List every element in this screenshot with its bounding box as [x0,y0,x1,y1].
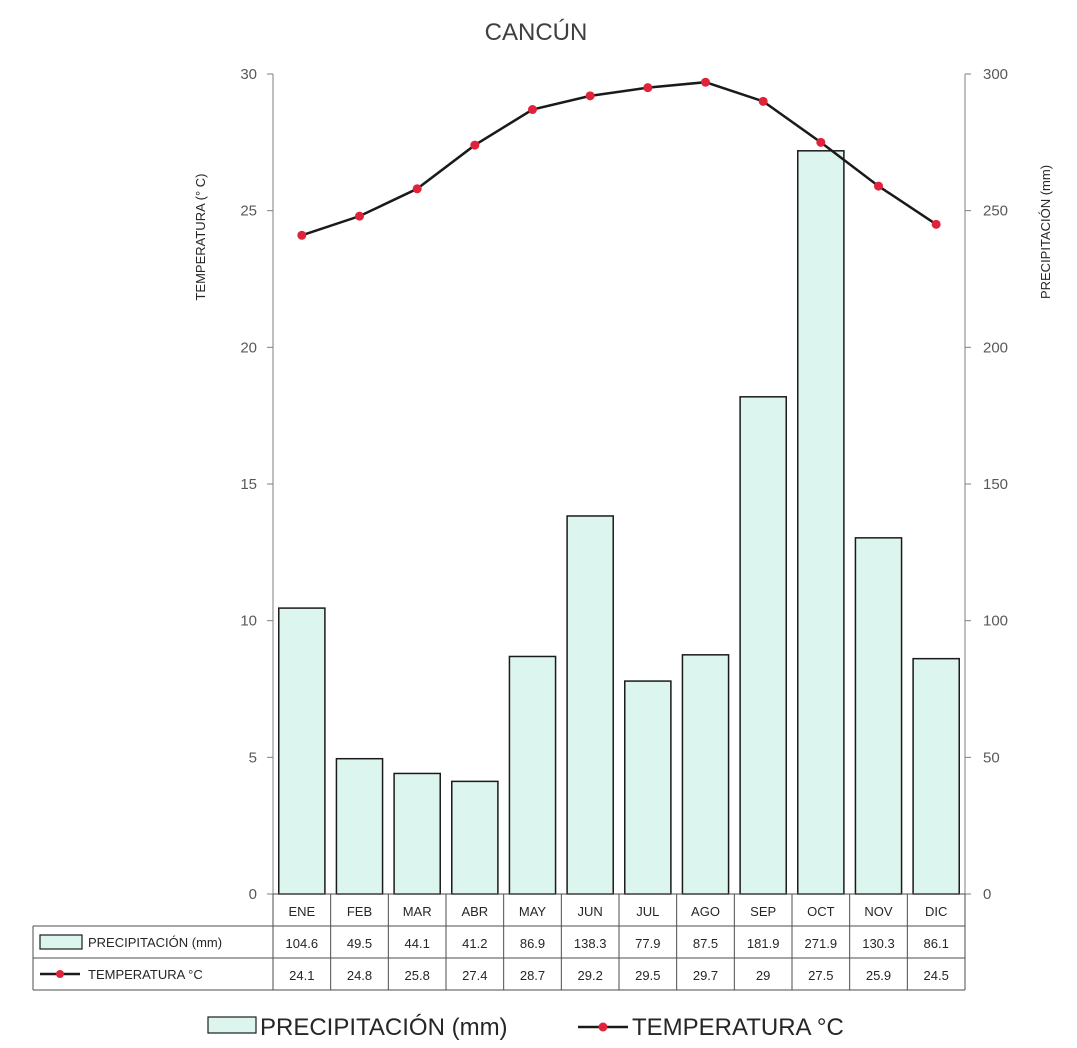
temp-point-dic [931,219,941,229]
left-tick-label: 5 [249,749,257,766]
bar-nov [854,537,903,895]
temp-value: 27.4 [462,968,487,983]
category-label: JUN [578,904,603,919]
temp-point-mar [412,184,422,194]
table-temp-label: TEMPERATURA °C [88,967,203,982]
table-precip-label: PRECIPITACIÓN (mm) [88,935,222,950]
left-tick-label: 10 [240,613,257,630]
bar-jun [566,515,614,895]
precip-value: 87.5 [693,936,718,951]
right-tick-label: 0 [983,886,991,903]
table-temp-key-marker [56,970,64,978]
bar-sep [739,396,787,895]
category-label: NOV [864,904,893,919]
right-tick-label: 100 [983,613,1008,630]
temperature-line-path [301,80,937,237]
bar-dic [912,657,960,895]
temp-value: 25.9 [866,968,891,983]
category-label: ENE [288,904,315,919]
bar-jul [624,680,672,895]
category-label: OCT [807,904,835,919]
left-tick-label: 0 [249,886,257,903]
left-tick-label: 15 [240,476,257,493]
bar-mar [393,772,441,895]
bar-ene [278,607,326,895]
temp-point-feb [355,211,364,221]
temp-value: 24.5 [924,968,949,983]
category-label: MAR [403,904,432,919]
temp-point-nov [874,181,883,191]
temp-value: 24.1 [289,968,314,983]
temp-value: 28.7 [520,968,545,983]
temp-value: 24.8 [347,968,372,983]
bar-may [508,655,557,895]
temp-value: 25.8 [405,968,430,983]
temp-point-sep [758,96,768,106]
temp-point-ago [701,77,710,87]
precip-value: 86.1 [924,936,949,951]
temp-value: 29.2 [578,968,603,983]
precip-value: 130.3 [862,936,895,951]
category-label: AGO [691,904,720,919]
left-tick-label: 20 [240,339,257,356]
bar-oct [797,150,845,895]
legend-precip-swatch [207,1016,257,1034]
precip-value: 49.5 [347,936,372,951]
precip-value: 138.3 [574,936,607,951]
category-label: ABR [461,904,488,919]
legend-precip-label: PRECIPITACIÓN (mm) [260,1014,508,1041]
left-tick-label: 30 [240,66,257,83]
precipitation-bars [278,150,960,895]
precip-value: 181.9 [747,936,780,951]
legend-temp-marker [598,1022,608,1032]
category-label: DIC [925,904,947,919]
data-table: ENE 104.6 24.1 FEB 49.5 24.8 MAR 44.1 25.8 ABR 41.… [32,893,966,991]
category-label: JUL [636,904,659,919]
left-axis-title: TEMPERATURA (° C) [193,173,208,300]
precip-value: 271.9 [805,936,838,951]
precip-value: 77.9 [635,936,660,951]
bar-feb [335,757,384,895]
temp-point-jul [643,83,653,93]
right-tick-label: 300 [983,66,1008,83]
category-label: MAY [519,904,547,919]
precip-value: 104.6 [286,936,319,951]
left-tick-label: 25 [240,203,257,220]
category-label: FEB [347,904,372,919]
legend-temp-label: TEMPERATURA °C [632,1014,844,1041]
precip-value: 44.1 [405,936,430,951]
table-precip-key [39,934,83,950]
chart-title: CANCÚN [485,19,588,46]
temp-value: 29.5 [635,968,660,983]
precip-value: 86.9 [520,936,545,951]
right-tick-label: 250 [983,203,1008,220]
temp-point-ene [297,230,307,240]
temp-point-oct [816,137,826,147]
right-axis-title: PRECIPITACIÓN (mm) [1038,165,1053,299]
category-label: SEP [750,904,776,919]
temp-point-jun [585,91,595,101]
temp-value: 27.5 [808,968,833,983]
precip-value: 41.2 [462,936,487,951]
temperature-line [297,77,941,240]
temp-value: 29.7 [693,968,718,983]
temp-point-abr [470,140,480,150]
right-tick-label: 200 [983,339,1008,356]
right-tick-label: 50 [983,749,1000,766]
right-tick-label: 150 [983,476,1008,493]
bar-abr [451,780,499,895]
temp-point-may [528,105,537,115]
bar-ago [681,654,730,895]
legend: PRECIPITACIÓN (mm) TEMPERATURA °C [207,1014,844,1041]
temp-value: 29 [756,968,770,983]
